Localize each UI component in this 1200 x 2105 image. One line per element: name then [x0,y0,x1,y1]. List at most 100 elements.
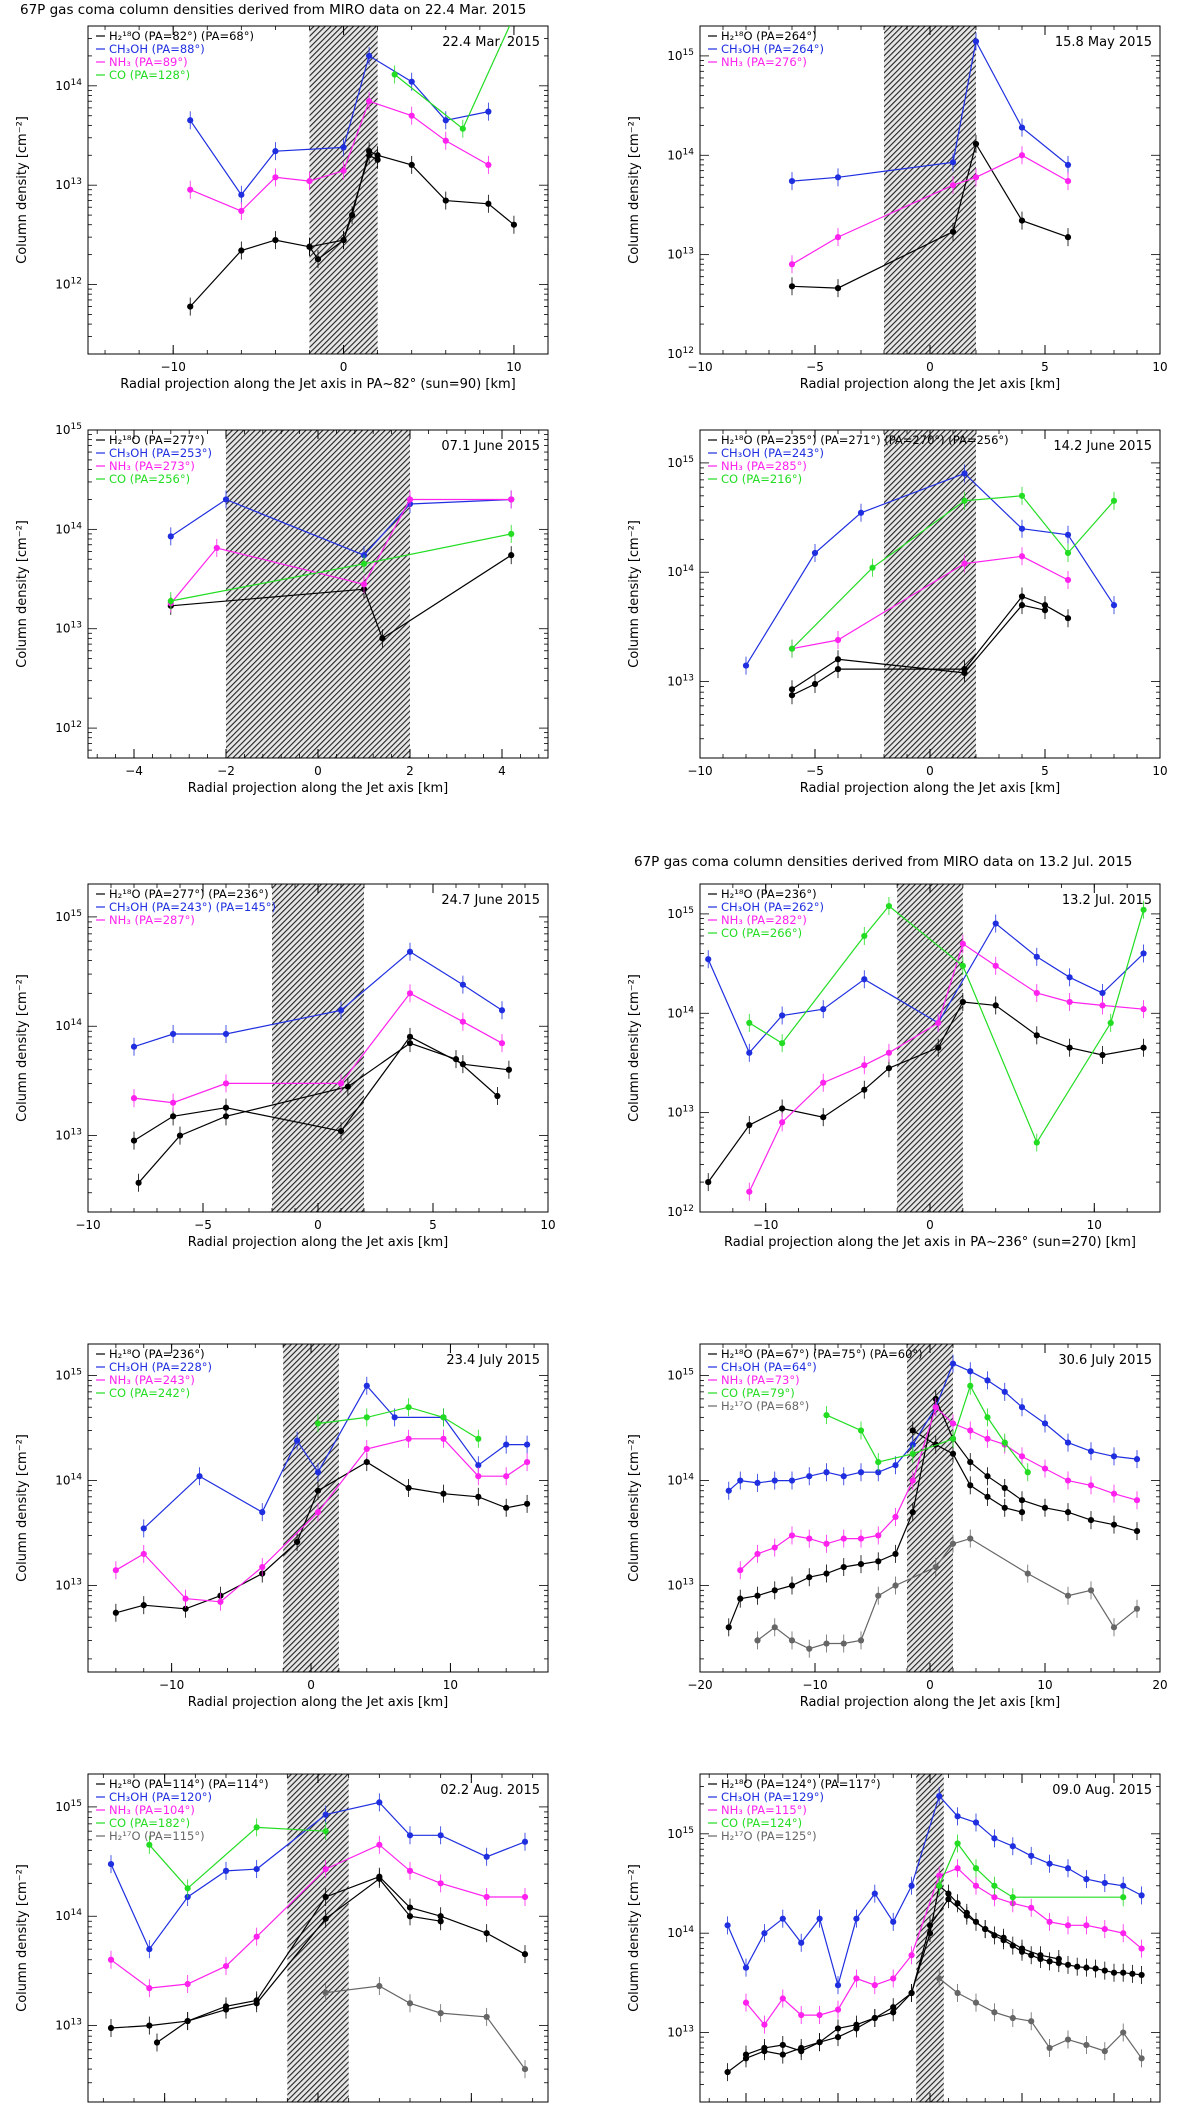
shaded-region [884,26,976,354]
data-point [908,1882,915,1889]
y-tick-label: 1014 [667,1925,694,1940]
data-point [442,117,449,124]
series-line [170,554,512,640]
data-point [1064,161,1072,169]
data-point [1064,1509,1072,1516]
data-point [885,1049,893,1056]
data-point [379,635,386,642]
date-label: 07.1 June 2015 [441,439,540,454]
data-point [949,1435,957,1442]
x-tick-label: −10 [802,1678,827,1692]
data-point [222,1867,230,1874]
y-tick-label: 1014 [55,1908,82,1923]
data-point [857,509,865,516]
data-point [405,1484,412,1492]
data-point [967,1482,974,1489]
data-point [112,1609,119,1616]
data-point [337,1080,345,1087]
data-point [366,98,373,105]
data-point [1101,2048,1108,2055]
series-nh3 [107,1835,529,1998]
x-axis-label: Radial projection along the Jet axis in … [120,377,515,392]
data-point [508,552,515,559]
x-tick-label: 0 [926,1218,934,1232]
data-point [523,1441,531,1448]
data-point [779,1119,786,1126]
data-point [961,560,968,567]
x-tick-label: 10 [540,1218,555,1232]
y-tick-label: 1012 [667,1204,694,1219]
data-point [725,1487,732,1494]
x-tick-label: −10 [753,1218,778,1232]
shaded-region [272,884,364,1212]
date-label: 22.4 Mar. 2015 [442,35,540,50]
data-point [834,666,842,673]
data-point [936,1872,943,1879]
data-point [1064,2036,1072,2043]
data-point [992,962,999,969]
data-point [1018,602,1026,609]
legend-entry: CH₃OH (PA=262°) [721,900,824,914]
data-point [754,1550,761,1558]
data-point [222,1080,230,1087]
data-point [885,902,893,910]
chart-panel-6: −10 0 10 1012 1013 1014 1015 Radial projection … [627,883,1161,1250]
data-point [909,1477,916,1484]
data-point [853,2021,860,2028]
data-point [742,662,750,669]
data-point [1140,1044,1147,1051]
data-point [498,1040,506,1047]
data-point [363,1458,370,1466]
data-point [857,1560,865,1568]
data-point [505,1066,512,1073]
data-point [908,1989,915,1997]
series-nh3 [746,934,1147,1201]
data-point [954,1813,961,1820]
data-point [475,1493,482,1500]
data-point [238,191,245,198]
data-point [890,1918,897,1925]
series-h2_18o [705,992,1147,1192]
data-point [107,1860,115,1868]
data-point [742,1999,750,2006]
data-point [967,1382,974,1389]
y-axis-label: Column density [cm⁻²] [15,974,30,1122]
data-point [1120,1882,1127,1889]
legend-entry: CH₃OH (PA=64°) [721,1360,817,1374]
y-tick-label: 1015 [667,1826,694,1841]
y-tick-label: 1013 [55,1578,82,1593]
data-point [184,2017,191,2025]
x-tick-label: −5 [806,360,824,374]
y-tick-label: 1013 [55,2018,82,2033]
data-point [761,1930,768,1937]
data-point [376,1982,383,1990]
legend-entry: CO (PA=256°) [109,472,190,486]
data-point [834,2006,842,2013]
y-tick-label: 1015 [55,422,82,437]
data-point [1140,906,1147,913]
legend-entry: H₂¹⁸O (PA=277°) [109,433,205,447]
data-point [344,1083,351,1090]
data-point [1009,1894,1016,1901]
data-point [820,1006,827,1013]
data-point [440,1435,447,1442]
data-point [885,1065,893,1072]
x-tick-label: −10 [687,764,712,778]
data-point [932,1404,939,1411]
data-point [834,656,842,663]
series-co [314,1398,482,1448]
data-point [184,1980,191,1988]
data-point [705,956,712,963]
data-point [167,597,174,605]
data-point [840,1535,847,1542]
chart-panel-5: −10 −5 0 5 10 1013 1014 1015 Radial projection a… [15,883,556,1250]
data-point [322,1811,329,1818]
data-point [1064,1439,1072,1446]
data-point [187,117,194,124]
data-point [908,1952,915,1959]
data-point [1138,1892,1145,1899]
legend-entry: CO (PA=216°) [721,472,802,486]
data-point [754,1479,761,1486]
data-point [153,2039,161,2046]
